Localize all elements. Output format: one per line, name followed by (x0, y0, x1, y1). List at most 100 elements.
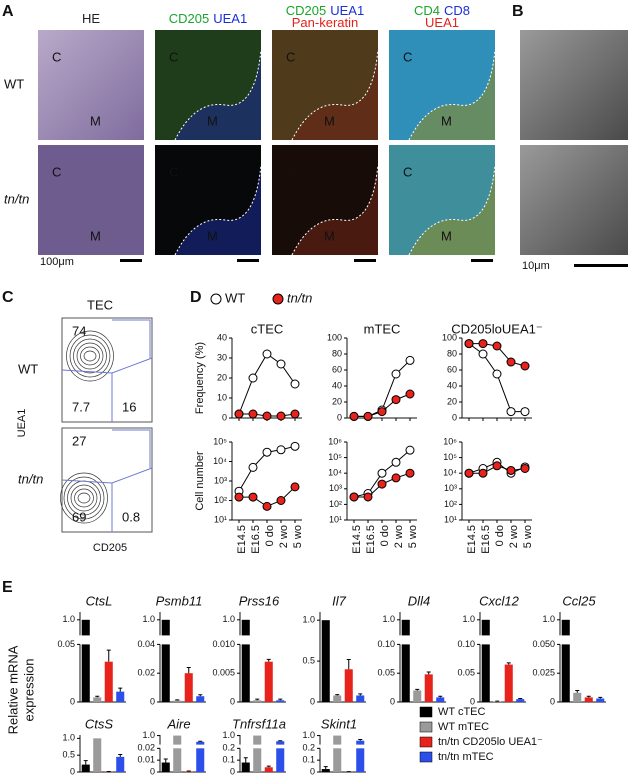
header-part: UEA1 (425, 15, 459, 30)
legend-label: WT (225, 290, 245, 305)
y-tick-label: 0 (150, 696, 155, 706)
y-tick-label: 0.10 (457, 639, 475, 649)
y-tick-label: 0 (310, 696, 315, 706)
error-bar (598, 697, 602, 698)
scale-label: 10μm (522, 260, 550, 272)
y-tick-label: 40 (447, 380, 457, 390)
point (479, 469, 487, 477)
error-bar (324, 767, 328, 769)
y-tick-label: 0.10 (377, 639, 395, 649)
y-tick-label: 1.0 (302, 730, 315, 740)
region-label: C (169, 164, 178, 179)
gate-value: 69 (72, 509, 86, 524)
legend-swatch (420, 707, 432, 717)
x-tick-label: E16.5 (250, 525, 262, 554)
error-bar (95, 696, 99, 697)
x-tick-label: 0 do (379, 525, 391, 546)
x-tick-label: 5 wo (292, 525, 304, 548)
bar (162, 620, 170, 636)
bar (196, 742, 204, 745)
point (465, 469, 473, 477)
y-tick-label: 10³ (214, 475, 227, 485)
y-tick-label: 0 (70, 766, 75, 776)
y-tick-label: 0 (470, 696, 475, 706)
point (378, 480, 386, 488)
y-tick-label: 10¹ (329, 514, 342, 524)
chart-title: mTEC (364, 321, 401, 336)
bar (562, 644, 570, 702)
facs-x-label: CD205 (93, 542, 127, 554)
chart-title: Cxcl12 (479, 593, 520, 608)
point (291, 442, 299, 450)
point (392, 474, 400, 482)
error-bar (175, 700, 179, 701)
bar (162, 763, 170, 772)
row-label: tn/tn (4, 191, 29, 206)
y-tick-label: 1.0 (142, 730, 155, 740)
chart-title: Ccl25 (562, 593, 596, 608)
point (249, 410, 257, 418)
y-tick-label: 1.0 (302, 615, 315, 625)
bar (93, 738, 101, 772)
point (392, 396, 400, 404)
y-tick-label: 0.005 (212, 668, 235, 678)
y-tick-label: 0.02 (137, 668, 155, 678)
error-bar (278, 699, 282, 700)
row-label: WT (4, 76, 24, 91)
bar (322, 769, 330, 772)
chart-title: Prss16 (239, 593, 280, 608)
bar (82, 765, 90, 772)
scale-label: 100μm (40, 256, 74, 268)
region-label: C (286, 164, 295, 179)
point (521, 408, 529, 416)
y-tick-label: 1.0 (382, 614, 395, 624)
point (364, 493, 372, 501)
bar (105, 662, 113, 702)
error-bar (347, 659, 351, 669)
x-tick-label: 2 wo (278, 525, 290, 548)
region-label: M (207, 228, 218, 243)
bar (356, 695, 364, 702)
region-label: C (403, 164, 412, 179)
x-tick-label: 2 wo (393, 525, 405, 548)
region-label: M (441, 113, 452, 128)
region-label: M (90, 228, 101, 243)
x-tick-label: 0 do (264, 525, 276, 546)
x-tick-label: E14.5 (351, 525, 363, 554)
error-bar (358, 740, 362, 741)
legend-label: WT cTEC (438, 706, 486, 718)
region-label: M (207, 113, 218, 128)
legend-swatch (420, 722, 432, 732)
facs-title: TEC (87, 297, 113, 312)
y-axis-label: Frequency (%) (194, 342, 206, 414)
error-bar (438, 696, 442, 697)
error-bar (164, 759, 168, 763)
bar (596, 699, 604, 702)
legend-label: WT mTEC (438, 721, 489, 733)
point (507, 358, 515, 366)
bar (116, 692, 124, 702)
point (249, 374, 257, 382)
y-tick-label: 80 (447, 348, 457, 358)
x-tick-label: 2 wo (508, 525, 520, 548)
panel-label: C (2, 289, 14, 306)
point (277, 497, 285, 505)
panel-label: E (2, 579, 13, 596)
point (263, 412, 271, 420)
bar (505, 665, 513, 702)
bar (196, 696, 204, 702)
point (263, 502, 271, 510)
y-tick-label: 0.1 (302, 755, 315, 765)
legend-marker (273, 294, 283, 304)
point (291, 380, 299, 388)
bar (413, 690, 421, 702)
y-tick-label: 0.05 (457, 668, 475, 678)
y-tick-label: 1.0 (62, 733, 75, 743)
y-tick-label: 20 (447, 396, 457, 406)
bar (482, 620, 490, 636)
header-part: CD205 (169, 11, 209, 26)
y-tick-label: 1.0 (462, 614, 475, 624)
point (479, 340, 487, 348)
point (507, 466, 515, 474)
region-label: M (90, 113, 101, 128)
